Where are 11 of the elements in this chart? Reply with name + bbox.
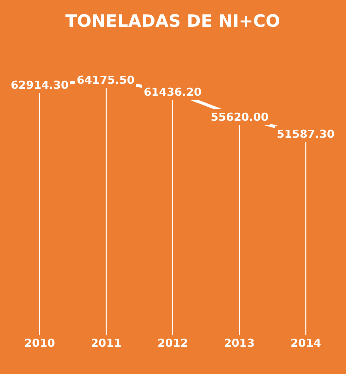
x-tick-label: 2013 [224,337,255,350]
data-label: 61436.20 [144,86,202,99]
data-label: 62914.30 [11,79,70,92]
x-tick-label: 2012 [158,337,188,350]
data-label: 64175.50 [77,74,136,87]
data-label: 55620.00 [211,111,270,124]
data-label: 51587.30 [277,128,336,141]
x-tick-label: 2010 [24,337,56,350]
x-tick-label: 2011 [91,337,122,350]
x-tick-label: 2014 [290,337,322,350]
chart-title: TONELADAS DE NI+CO [66,12,280,32]
